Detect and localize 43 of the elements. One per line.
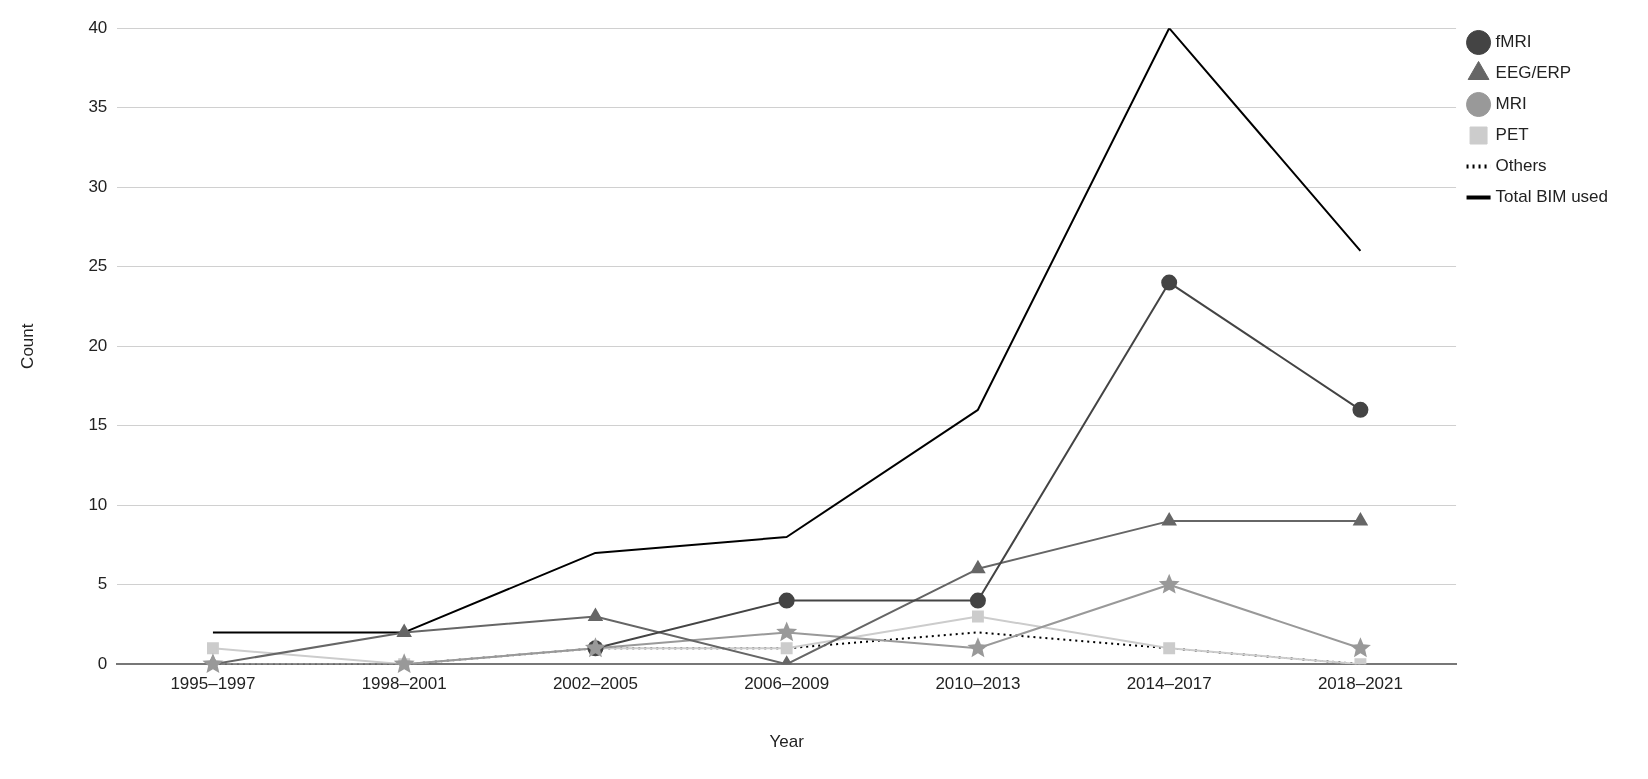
point xyxy=(393,653,415,674)
y-tick-label: 5 xyxy=(97,574,108,594)
legend-label: PET xyxy=(1495,125,1529,145)
legend-label: MRI xyxy=(1495,94,1527,114)
point xyxy=(1161,274,1178,291)
y-tick-label: 30 xyxy=(88,176,108,196)
point xyxy=(971,610,984,623)
y-tick-label: 35 xyxy=(88,97,108,117)
point xyxy=(1349,637,1371,658)
y-tick-label: 20 xyxy=(88,335,108,355)
point xyxy=(1352,401,1369,418)
y-tick-label: 25 xyxy=(88,256,108,276)
y-axis-title: Count xyxy=(17,323,37,369)
legend-label: Others xyxy=(1495,156,1547,176)
y-tick-label: 15 xyxy=(88,415,108,435)
x-tick-label: 1995–1997 xyxy=(170,674,256,694)
point xyxy=(780,642,793,655)
y-tick-label: 40 xyxy=(88,17,108,37)
point xyxy=(1163,642,1176,655)
point xyxy=(776,621,798,642)
x-tick-label: 2014–2017 xyxy=(1126,674,1212,694)
point xyxy=(397,624,412,637)
y-tick-label: 0 xyxy=(97,653,108,673)
point xyxy=(588,608,603,621)
x-tick-label: 2010–2013 xyxy=(935,674,1021,694)
point xyxy=(778,592,795,609)
x-tick-label: 2002–2005 xyxy=(552,674,638,694)
point xyxy=(967,637,989,658)
point xyxy=(206,642,219,655)
point xyxy=(1162,513,1177,526)
x-tick-label: 2006–2009 xyxy=(744,674,830,694)
x-axis-title: Year xyxy=(769,732,805,752)
x-tick-label: 1998–2001 xyxy=(361,674,447,694)
point xyxy=(1353,513,1368,526)
point xyxy=(1158,573,1180,594)
legend-label: Total BIM used xyxy=(1495,187,1609,207)
point xyxy=(969,592,986,609)
legend-label: EEG/ERP xyxy=(1495,63,1572,83)
x-tick-label: 2018–2021 xyxy=(1317,674,1403,694)
legend-label: fMRI xyxy=(1495,32,1532,52)
point xyxy=(970,560,985,574)
point xyxy=(202,653,224,674)
y-tick-label: 10 xyxy=(88,494,108,514)
